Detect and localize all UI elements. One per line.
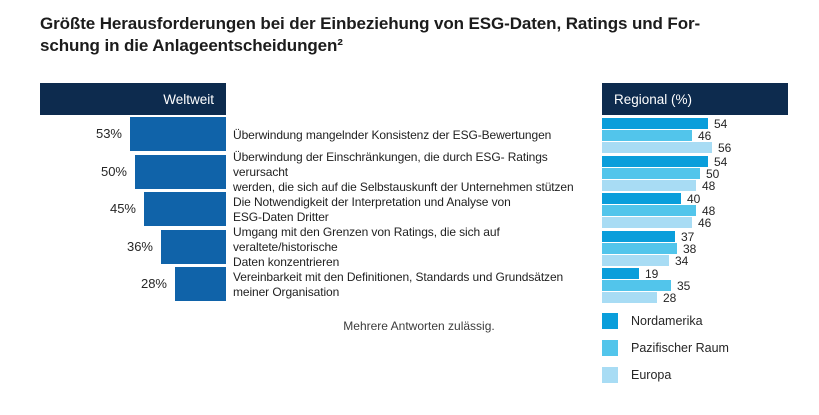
- weltweit-bar: [130, 117, 226, 151]
- regional-bar-pazifischer-raum: [602, 167, 700, 179]
- regional-value-label: 34: [675, 253, 689, 268]
- regional-bar-europa: [602, 254, 669, 266]
- regional-header: Regional (%): [602, 83, 788, 115]
- regional-value-label: 56: [718, 141, 732, 156]
- weltweit-header-label: Weltweit: [163, 91, 214, 107]
- regional-header-label: Regional (%): [614, 91, 693, 107]
- weltweit-bar: [175, 267, 226, 301]
- chart-row: 50% Überwindung der Einschränkungen, die …: [0, 150, 819, 194]
- chart-title-line-2: schung in die Anlageentscheidungen²: [40, 36, 343, 55]
- regional-value-label: 54: [714, 117, 728, 131]
- legend-label: Nordamerika: [631, 314, 703, 328]
- legend: Nordamerika Pazifischer Raum Europa: [602, 313, 802, 394]
- regional-value-label: 48: [702, 178, 716, 193]
- regional-value-label: 37: [681, 229, 695, 244]
- weltweit-bar: [144, 192, 226, 226]
- weltweit-percent-label: 50%: [100, 163, 127, 179]
- category-label: Überwindung mangelnder Konsistenz der ES…: [233, 127, 552, 142]
- legend-item-nordamerika: Nordamerika: [602, 313, 802, 329]
- weltweit-percent-label: 45%: [109, 201, 136, 216]
- weltweit-header: Weltweit: [40, 83, 226, 115]
- regional-bar-europa: [602, 179, 696, 191]
- regional-value-label: 46: [698, 216, 712, 231]
- category-label: Umgang mit den Grenzen von Ratings, die …: [233, 225, 500, 269]
- category-label: Vereinbarkeit mit den Definitionen, Stan…: [233, 270, 564, 299]
- chart-row: 36% Umgang mit den Grenzen von Ratings, d…: [0, 225, 819, 269]
- chart-row: 53% Überwindung mangelnder Konsistenz der…: [0, 116, 819, 154]
- regional-value-label: 38: [683, 241, 697, 256]
- regional-bar-nordamerika: [602, 155, 708, 167]
- legend-item-pazifischer-raum: Pazifischer Raum: [602, 340, 802, 356]
- regional-value-label: 19: [645, 267, 659, 281]
- regional-bar-europa: [602, 217, 692, 229]
- weltweit-percent-label: 36%: [126, 238, 153, 254]
- weltweit-percent-label: 28%: [140, 276, 167, 291]
- regional-value-label: 54: [714, 154, 728, 169]
- category-label: Überwindung der Einschränkungen, die dur…: [233, 150, 574, 194]
- regional-bar-pazifischer-raum: [602, 242, 677, 254]
- regional-value-label: 46: [698, 129, 712, 144]
- weltweit-percent-label: 53%: [95, 126, 122, 141]
- chart-title-line-1: Größte Herausforderungen bei der Einbezi…: [40, 14, 701, 33]
- regional-bar-pazifischer-raum: [602, 280, 671, 292]
- pazifischer-raum-swatch-icon: [602, 340, 618, 356]
- regional-value-label: 35: [677, 279, 691, 294]
- nordamerika-swatch-icon: [602, 313, 618, 329]
- footnote: Mehrere Antworten zulässig.: [343, 319, 495, 333]
- legend-label: Pazifischer Raum: [631, 341, 729, 355]
- regional-bar-pazifischer-raum: [602, 130, 692, 142]
- regional-bar-pazifischer-raum: [602, 205, 696, 217]
- regional-value-label: 28: [663, 291, 677, 306]
- weltweit-bar: [161, 229, 226, 264]
- regional-value-label: 50: [706, 166, 720, 181]
- regional-bar-europa: [602, 292, 657, 304]
- europa-swatch-icon: [602, 367, 618, 383]
- regional-value-label: 48: [702, 204, 716, 219]
- category-label: Die Notwendigkeit der Interpretation und…: [233, 195, 511, 224]
- regional-value-label: 40: [687, 192, 701, 206]
- regional-bar-nordamerika: [602, 230, 675, 242]
- chart-title: Größte Herausforderungen bei der Einbezi…: [40, 13, 800, 57]
- legend-label: Europa: [631, 368, 672, 382]
- regional-bar-nordamerika: [602, 193, 681, 204]
- regional-bar-nordamerika: [602, 118, 708, 129]
- chart-row: 45% Die Notwendigkeit der Interpretation …: [0, 191, 819, 229]
- legend-item-europa: Europa: [602, 367, 802, 383]
- weltweit-bar: [135, 154, 226, 189]
- regional-bar-nordamerika: [602, 268, 639, 279]
- chart-row: 28% Vereinbarkeit mit den Definitionen, S…: [0, 266, 819, 304]
- regional-bar-europa: [602, 142, 712, 154]
